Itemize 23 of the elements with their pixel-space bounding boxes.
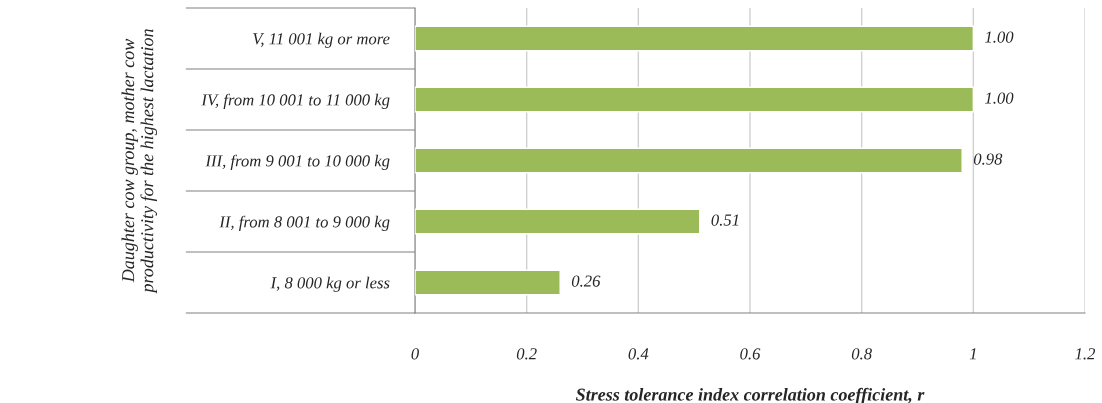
y-axis-title: Daughter cow group, mother cow productivity for the highest lactation [121, 29, 158, 294]
x-tick-label: 0.2 [516, 348, 537, 360]
bar [415, 147, 963, 174]
x-tick-label: 0.4 [628, 348, 649, 360]
y-tick-label: II, from 8 001 to 9 000 kg [219, 215, 390, 231]
data-label: 1.00 [985, 92, 1014, 104]
bar [415, 86, 975, 113]
data-label: 0.51 [711, 214, 739, 226]
data-label: 0.26 [571, 275, 601, 287]
x-tick-label: 1.2 [1075, 348, 1096, 360]
y-tick-label: I, 8 000 kg or less [270, 276, 390, 292]
x-tick-label: 0 [411, 348, 419, 360]
x-tick-label: 0.6 [740, 348, 761, 360]
y-tick-label: III, from 9 001 to 10 000 kg [205, 154, 390, 170]
bar [415, 208, 701, 235]
data-label: 1.00 [985, 31, 1014, 43]
data-label: 0.98 [973, 153, 1003, 165]
y-tick-label: V, 11 001 kg or more [253, 32, 390, 48]
x-tick-label: 0.8 [851, 348, 872, 360]
bar [415, 25, 975, 52]
y-tick-label: IV, from 10 001 to 11 000 kg [201, 93, 390, 109]
bar [415, 269, 561, 296]
x-tick-label: 1 [969, 348, 976, 360]
